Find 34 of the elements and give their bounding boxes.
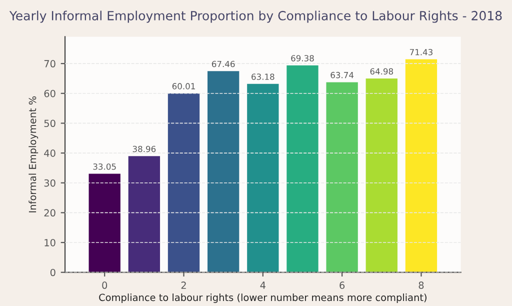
bar [326,82,358,272]
y-tick-label: 40 [44,150,56,157]
data-label: 63.18 [252,74,274,80]
y-axis-title: Informal Employment % [28,96,38,212]
x-axis-title: Compliance to labour rights (lower number means more compliant) [99,294,426,303]
y-tick-label: 30 [44,179,56,187]
y-tick-label: 20 [44,209,56,217]
data-label: 64.98 [370,68,394,75]
bar [405,59,438,272]
data-label: 33.05 [93,163,116,170]
x-tick-label: 2 [181,282,186,289]
bar [286,65,318,272]
x-tick-label: 4 [260,282,266,289]
data-label: 69.38 [291,55,314,62]
x-tick-label: 8 [418,282,424,289]
y-tick-label: 10 [44,238,56,246]
bar [247,84,279,272]
data-label: 38.96 [132,146,156,152]
bar [366,78,398,272]
x-tick-label: 0 [102,282,108,289]
y-tick-label: 60 [44,90,56,98]
data-label: 67.46 [212,60,235,68]
x-tick-label: 6 [340,282,345,289]
y-tick-label: 70 [44,60,56,68]
y-tick-label: 50 [44,120,56,128]
bar [208,71,240,272]
data-label: 71.43 [410,48,432,56]
data-label: 60.01 [172,83,195,90]
bar [128,156,160,272]
bar [168,93,200,272]
y-tick-label: 0 [50,268,56,276]
chart-title: Yearly Informal Employment Proportion by Compliance to Labour Rights - 2018 [9,10,502,23]
data-label: 63.74 [330,72,354,78]
bar [88,174,120,272]
